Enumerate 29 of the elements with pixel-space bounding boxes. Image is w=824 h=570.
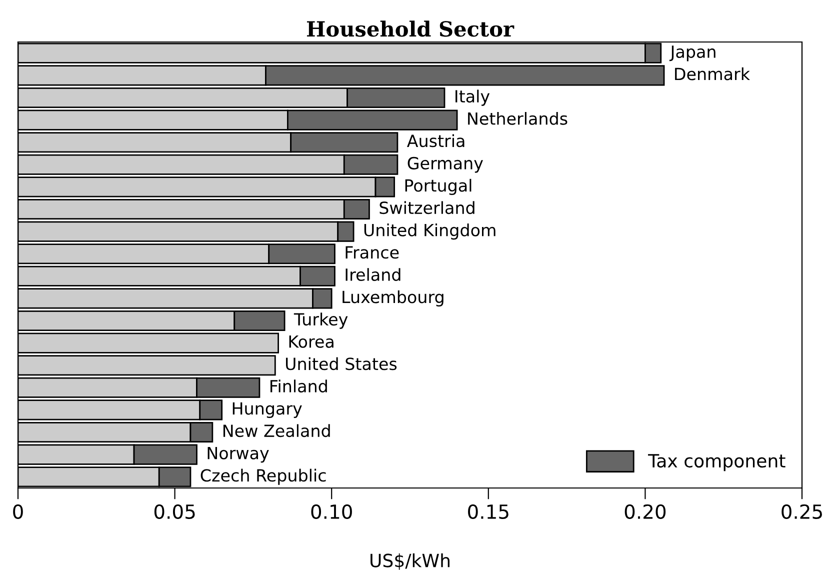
x-tick-label: 0.15 (468, 504, 508, 520)
y-tick-label: Netherlands (468, 112, 568, 125)
y-tick-label: Japan (669, 46, 716, 62)
x-tick-label: 0.05 (154, 504, 195, 520)
legend-label: Tax component (648, 454, 786, 472)
y-tick-label: Switzerland (380, 201, 474, 214)
y-tick-label: France (346, 246, 399, 259)
y-tick-label: United Kingdom (364, 223, 496, 240)
y-tick-label: Luxembourg (342, 290, 444, 307)
y-tick-label: Austria (406, 134, 464, 148)
y-tick-label: New Zealand (223, 424, 330, 438)
y-tick-label: Portugal (405, 178, 472, 196)
x-tick-label: 0.10 (311, 504, 352, 520)
y-tick-label: Norway (208, 447, 269, 463)
y-tick-label: Turkey (294, 312, 348, 329)
y-tick-label: Czech Republic (200, 468, 326, 485)
y-tick-label: Hungary (232, 402, 302, 418)
chart-title: Household Sector (306, 20, 514, 37)
y-tick-label: Denmark (675, 67, 750, 80)
y-tick-label: Italy (456, 90, 490, 106)
x-tick-label: 0.25 (782, 504, 822, 520)
y-tick-label: Ireland (346, 268, 400, 281)
y-tick-label: Germany (408, 156, 483, 173)
y-tick-label: United States (286, 357, 397, 370)
x-tick-label: 0.20 (624, 504, 666, 520)
x-tick-label: 0 (13, 504, 23, 520)
y-tick-label: Korea (289, 336, 334, 348)
y-tick-label: Finland (270, 380, 327, 392)
x-axis-title: US$/kWh (370, 553, 450, 570)
